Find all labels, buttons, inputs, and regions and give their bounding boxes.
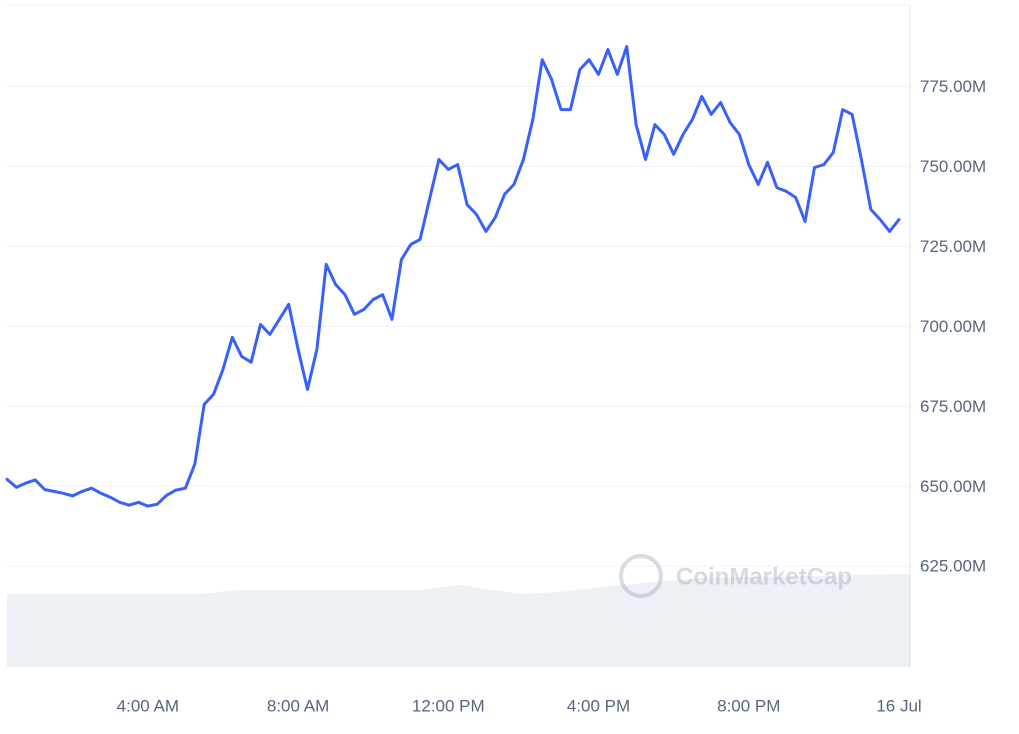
x-tick-label: 8:00 AM: [267, 696, 329, 715]
y-tick-label: 725.00M: [920, 237, 986, 256]
x-tick-label: 12:00 PM: [412, 696, 485, 715]
price-line: [5, 45, 901, 508]
x-tick-label: 8:00 PM: [717, 696, 780, 715]
y-tick-label: 675.00M: [920, 397, 986, 416]
y-tick-label: 625.00M: [920, 557, 986, 576]
y-tick-label: 750.00M: [920, 157, 986, 176]
volume-area: [7, 574, 910, 667]
y-tick-label: 700.00M: [920, 317, 986, 336]
y-tick-label: 775.00M: [920, 77, 986, 96]
watermark: CoinMarketCap: [619, 554, 852, 598]
x-tick-label: 4:00 PM: [567, 696, 630, 715]
x-tick-label: 4:00 AM: [117, 696, 179, 715]
x-tick-label: 16 Jul: [876, 696, 921, 715]
watermark-text: CoinMarketCap: [676, 563, 852, 590]
watermark-logo: [619, 554, 663, 598]
y-tick-label: 650.00M: [920, 477, 986, 496]
